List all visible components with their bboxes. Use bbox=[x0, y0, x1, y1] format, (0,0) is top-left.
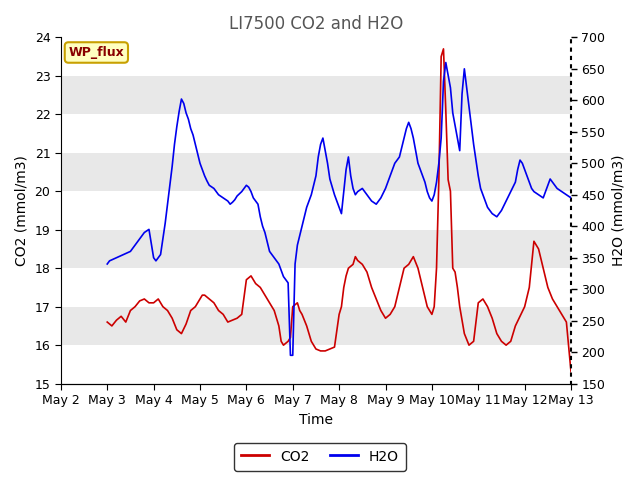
Bar bbox=[61, 153, 571, 191]
Bar bbox=[61, 307, 571, 345]
Bar bbox=[61, 345, 571, 384]
Bar bbox=[61, 37, 571, 76]
Bar bbox=[61, 191, 571, 230]
Title: LI7500 CO2 and H2O: LI7500 CO2 and H2O bbox=[229, 15, 403, 33]
Text: WP_flux: WP_flux bbox=[68, 46, 124, 59]
Y-axis label: CO2 (mmol/m3): CO2 (mmol/m3) bbox=[15, 155, 29, 266]
Bar bbox=[61, 76, 571, 114]
X-axis label: Time: Time bbox=[299, 413, 333, 427]
Bar bbox=[61, 230, 571, 268]
Legend: CO2, H2O: CO2, H2O bbox=[234, 443, 406, 471]
Bar bbox=[61, 268, 571, 307]
Bar bbox=[61, 114, 571, 153]
Y-axis label: H2O (mmol/m3): H2O (mmol/m3) bbox=[611, 155, 625, 266]
